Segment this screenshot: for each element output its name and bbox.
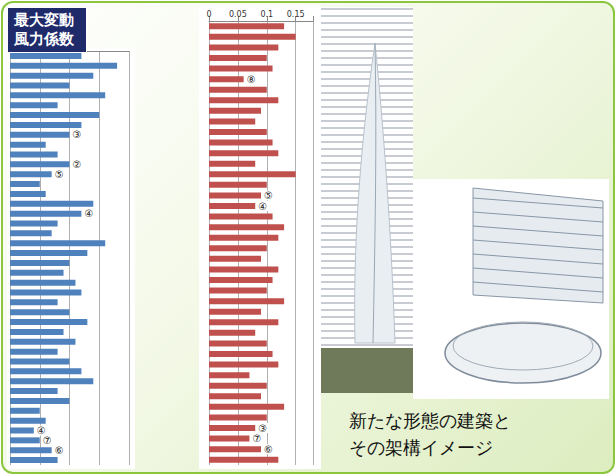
svg-text:②: ② <box>73 159 82 170</box>
svg-text:0.05: 0.05 <box>229 10 247 19</box>
svg-text:0.1: 0.1 <box>260 10 273 19</box>
svg-text:④: ④ <box>36 425 46 436</box>
html-text:新たな形態の建築とその架構イメージ: 新たな形態の建築とその架構イメージ <box>349 410 511 458</box>
html-text:最大変動風力係数: 最大変動風力係数 <box>14 11 74 48</box>
svg-text:⑦: ⑦ <box>43 435 52 446</box>
svg-text:⑦: ⑦ <box>252 433 261 444</box>
svg-text:0.15: 0.15 <box>287 10 305 19</box>
svg-text:⑥: ⑥ <box>55 445 64 456</box>
svg-text:④: ④ <box>84 208 93 219</box>
svg-text:④: ④ <box>258 201 267 212</box>
svg-text:0: 0 <box>206 10 211 19</box>
svg-text:⑤: ⑤ <box>55 169 64 180</box>
svg-text:③: ③ <box>73 129 82 140</box>
svg-text:⑧: ⑧ <box>247 74 256 85</box>
svg-text:⑤: ⑤ <box>264 190 273 201</box>
svg-text:③: ③ <box>258 423 267 434</box>
svg-text:⑥: ⑥ <box>264 444 273 455</box>
